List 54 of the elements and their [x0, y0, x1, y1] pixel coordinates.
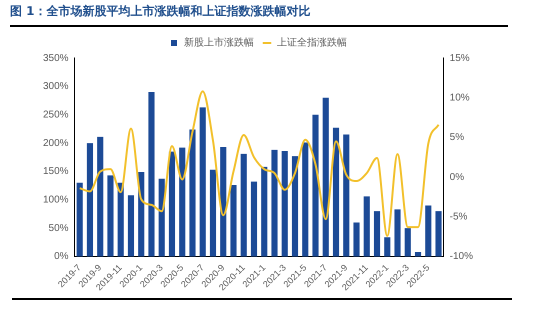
- legend-label: 上证全指涨跌幅: [277, 36, 347, 49]
- y2-tick-label: 10%: [450, 92, 470, 104]
- bar: [302, 142, 308, 256]
- bar: [240, 154, 247, 256]
- y2-tick-label: 15%: [450, 52, 470, 64]
- legend-label: 新股上市涨跌幅: [184, 36, 254, 49]
- bar: [435, 211, 442, 256]
- bar: [404, 228, 411, 256]
- bar: [374, 211, 380, 256]
- bar: [107, 175, 114, 256]
- line-series: [78, 90, 440, 237]
- bar: [118, 182, 124, 256]
- bar: [200, 107, 206, 256]
- bar: [292, 156, 298, 256]
- y-tick-label: 0%: [54, 251, 69, 262]
- bar: [312, 114, 319, 256]
- bar: [168, 152, 176, 256]
- bar: [384, 237, 390, 256]
- chart-title: 图 1：全市场新股平均上市涨跌幅和上证指数涨跌幅对比: [10, 3, 508, 27]
- bar: [158, 178, 165, 256]
- bar: [210, 170, 216, 256]
- bar: [220, 147, 226, 256]
- y2-tick-label: -10%: [450, 251, 474, 262]
- bar: [282, 151, 288, 256]
- bar: [261, 166, 268, 256]
- bar: [394, 209, 401, 256]
- bar: [86, 143, 94, 256]
- bar: [414, 252, 422, 256]
- bar: [179, 148, 186, 256]
- bar: [322, 98, 329, 256]
- bar: [353, 222, 360, 256]
- y-tick-label: 350%: [43, 52, 69, 64]
- y-tick-label: 250%: [43, 109, 69, 120]
- bar: [425, 205, 432, 256]
- bar: [128, 195, 134, 256]
- bar: [138, 172, 144, 256]
- y2-tick-label: 5%: [450, 132, 464, 144]
- y2-tick-label: -5%: [450, 212, 468, 223]
- y2-tick-label: 0%: [450, 172, 464, 183]
- y-tick-label: 50%: [48, 222, 69, 234]
- bar: [76, 182, 83, 256]
- bar: [271, 150, 278, 256]
- y-tick-label: 200%: [43, 138, 69, 149]
- bar: [250, 182, 258, 256]
- bar: [97, 136, 104, 256]
- bar: [332, 128, 340, 256]
- y-tick-label: 150%: [43, 166, 69, 178]
- bar: [343, 134, 350, 256]
- bar: [364, 196, 370, 256]
- bar: [148, 92, 155, 256]
- bar: [230, 185, 237, 256]
- y-tick-label: 300%: [43, 81, 69, 92]
- y-tick-label: 100%: [43, 194, 69, 206]
- bar: [189, 129, 196, 256]
